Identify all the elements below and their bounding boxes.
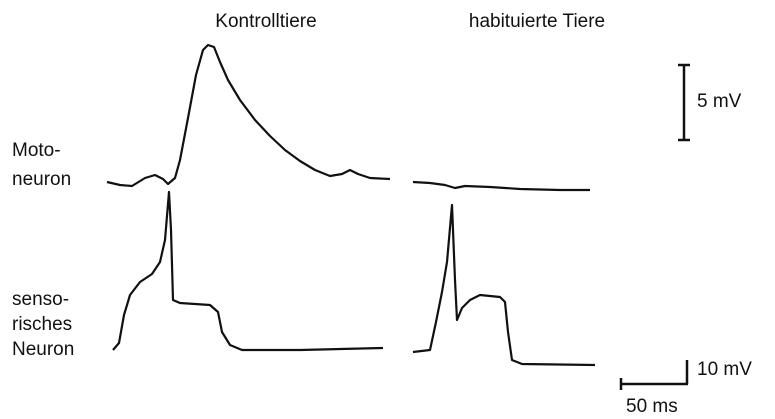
row-label: Moto-	[12, 140, 61, 161]
sensory-control-trace	[112, 190, 384, 352]
scale-label: 5 mV	[697, 91, 742, 112]
row-label: neuron	[12, 169, 71, 190]
row-label: senso-	[12, 289, 69, 310]
column-title: habituierte Tiere	[469, 11, 605, 32]
motoneuron-habituated-trace	[412, 180, 590, 192]
scale-label: 10 mV	[697, 359, 752, 380]
scale-label: 50 ms	[626, 396, 678, 417]
sensory-habituated-trace	[412, 203, 596, 367]
motoneuron-control-trace	[106, 43, 391, 188]
row-label: Neuron	[12, 339, 74, 360]
column-title: Kontrolltiere	[215, 11, 316, 32]
row-label: risches	[12, 314, 72, 335]
